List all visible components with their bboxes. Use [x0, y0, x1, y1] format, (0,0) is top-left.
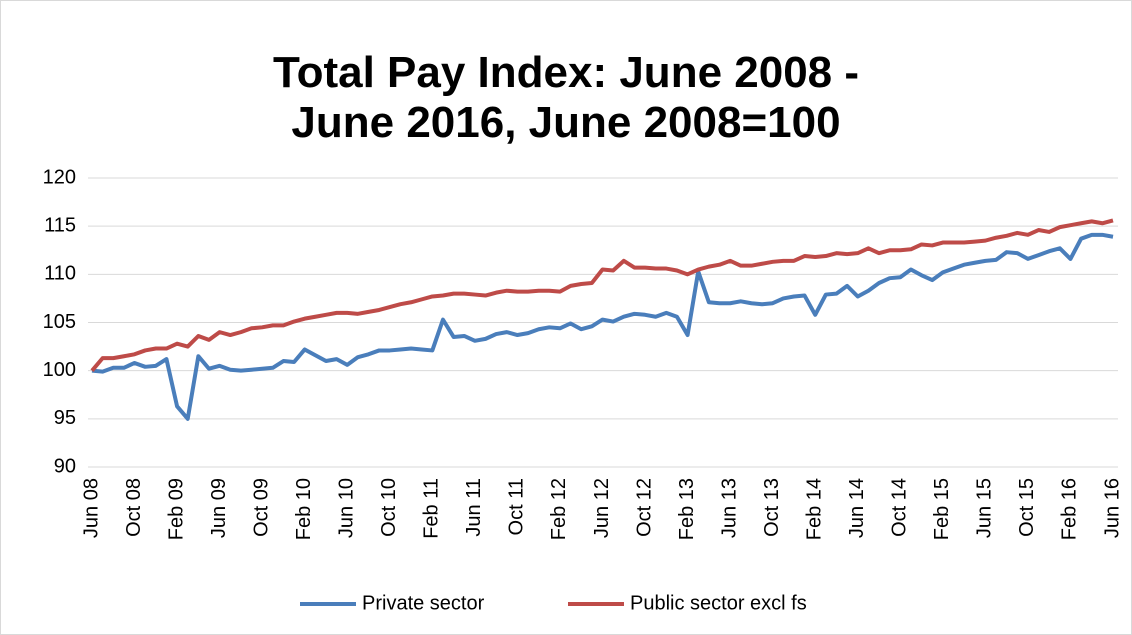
y-tick-label: 100 [43, 359, 76, 381]
x-tick-label: Feb 10 [293, 478, 315, 540]
x-tick-label: Feb 13 [676, 478, 698, 540]
y-tick-label: 90 [54, 455, 76, 477]
x-tick-label: Feb 12 [548, 478, 570, 540]
y-tick-label: 105 [43, 311, 76, 333]
legend-label: Private sector [362, 592, 485, 614]
series-line [91, 232, 1114, 421]
y-tick-label: 115 [44, 214, 76, 236]
x-tick-label: Feb 14 [803, 478, 825, 540]
x-tick-label: Jun 10 [336, 478, 358, 538]
y-tick-label: 110 [44, 263, 76, 285]
x-tick-label: Feb 11 [421, 478, 443, 539]
x-tick-label: Jun 14 [846, 478, 868, 538]
y-tick-label: 95 [54, 407, 76, 429]
x-tick-label: Oct 13 [761, 478, 783, 537]
x-tick-label: Jun 11 [463, 478, 485, 537]
x-tick-label: Oct 11 [506, 478, 528, 535]
x-tick-label: Jun 13 [718, 478, 740, 538]
y-tick-label: 120 [43, 166, 76, 188]
series-line [90, 218, 1114, 372]
x-tick-label: Feb 16 [1059, 478, 1081, 540]
x-tick-label: Feb 15 [931, 478, 953, 540]
chart-title-text: Total Pay Index: June 2008 -June 2016, J… [273, 48, 859, 147]
x-tick-label: Oct 15 [1016, 478, 1038, 537]
x-tick-label: Feb 09 [165, 478, 187, 540]
x-tick-label: Oct 14 [889, 478, 911, 537]
x-tick-label: Jun 16 [1101, 478, 1123, 538]
x-tick-label: Jun 08 [80, 478, 102, 538]
x-tick-label: Jun 12 [591, 478, 613, 538]
legend-label: Public sector excl fs [630, 592, 807, 614]
x-tick-label: Oct 12 [633, 478, 655, 537]
x-tick-label: Oct 09 [250, 478, 272, 537]
x-tick-label: Oct 10 [378, 478, 400, 537]
x-tick-label: Jun 15 [974, 478, 996, 538]
x-tick-label: Jun 09 [208, 478, 230, 538]
x-tick-label: Oct 08 [123, 478, 145, 537]
chart-title: Total Pay Index: June 2008 -June 2016, J… [273, 48, 859, 147]
